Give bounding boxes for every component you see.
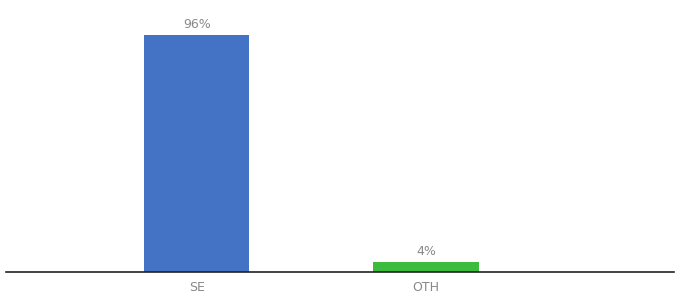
Bar xyxy=(144,35,250,272)
Text: 96%: 96% xyxy=(183,18,211,32)
Bar xyxy=(373,262,479,272)
Text: 4%: 4% xyxy=(416,245,436,258)
